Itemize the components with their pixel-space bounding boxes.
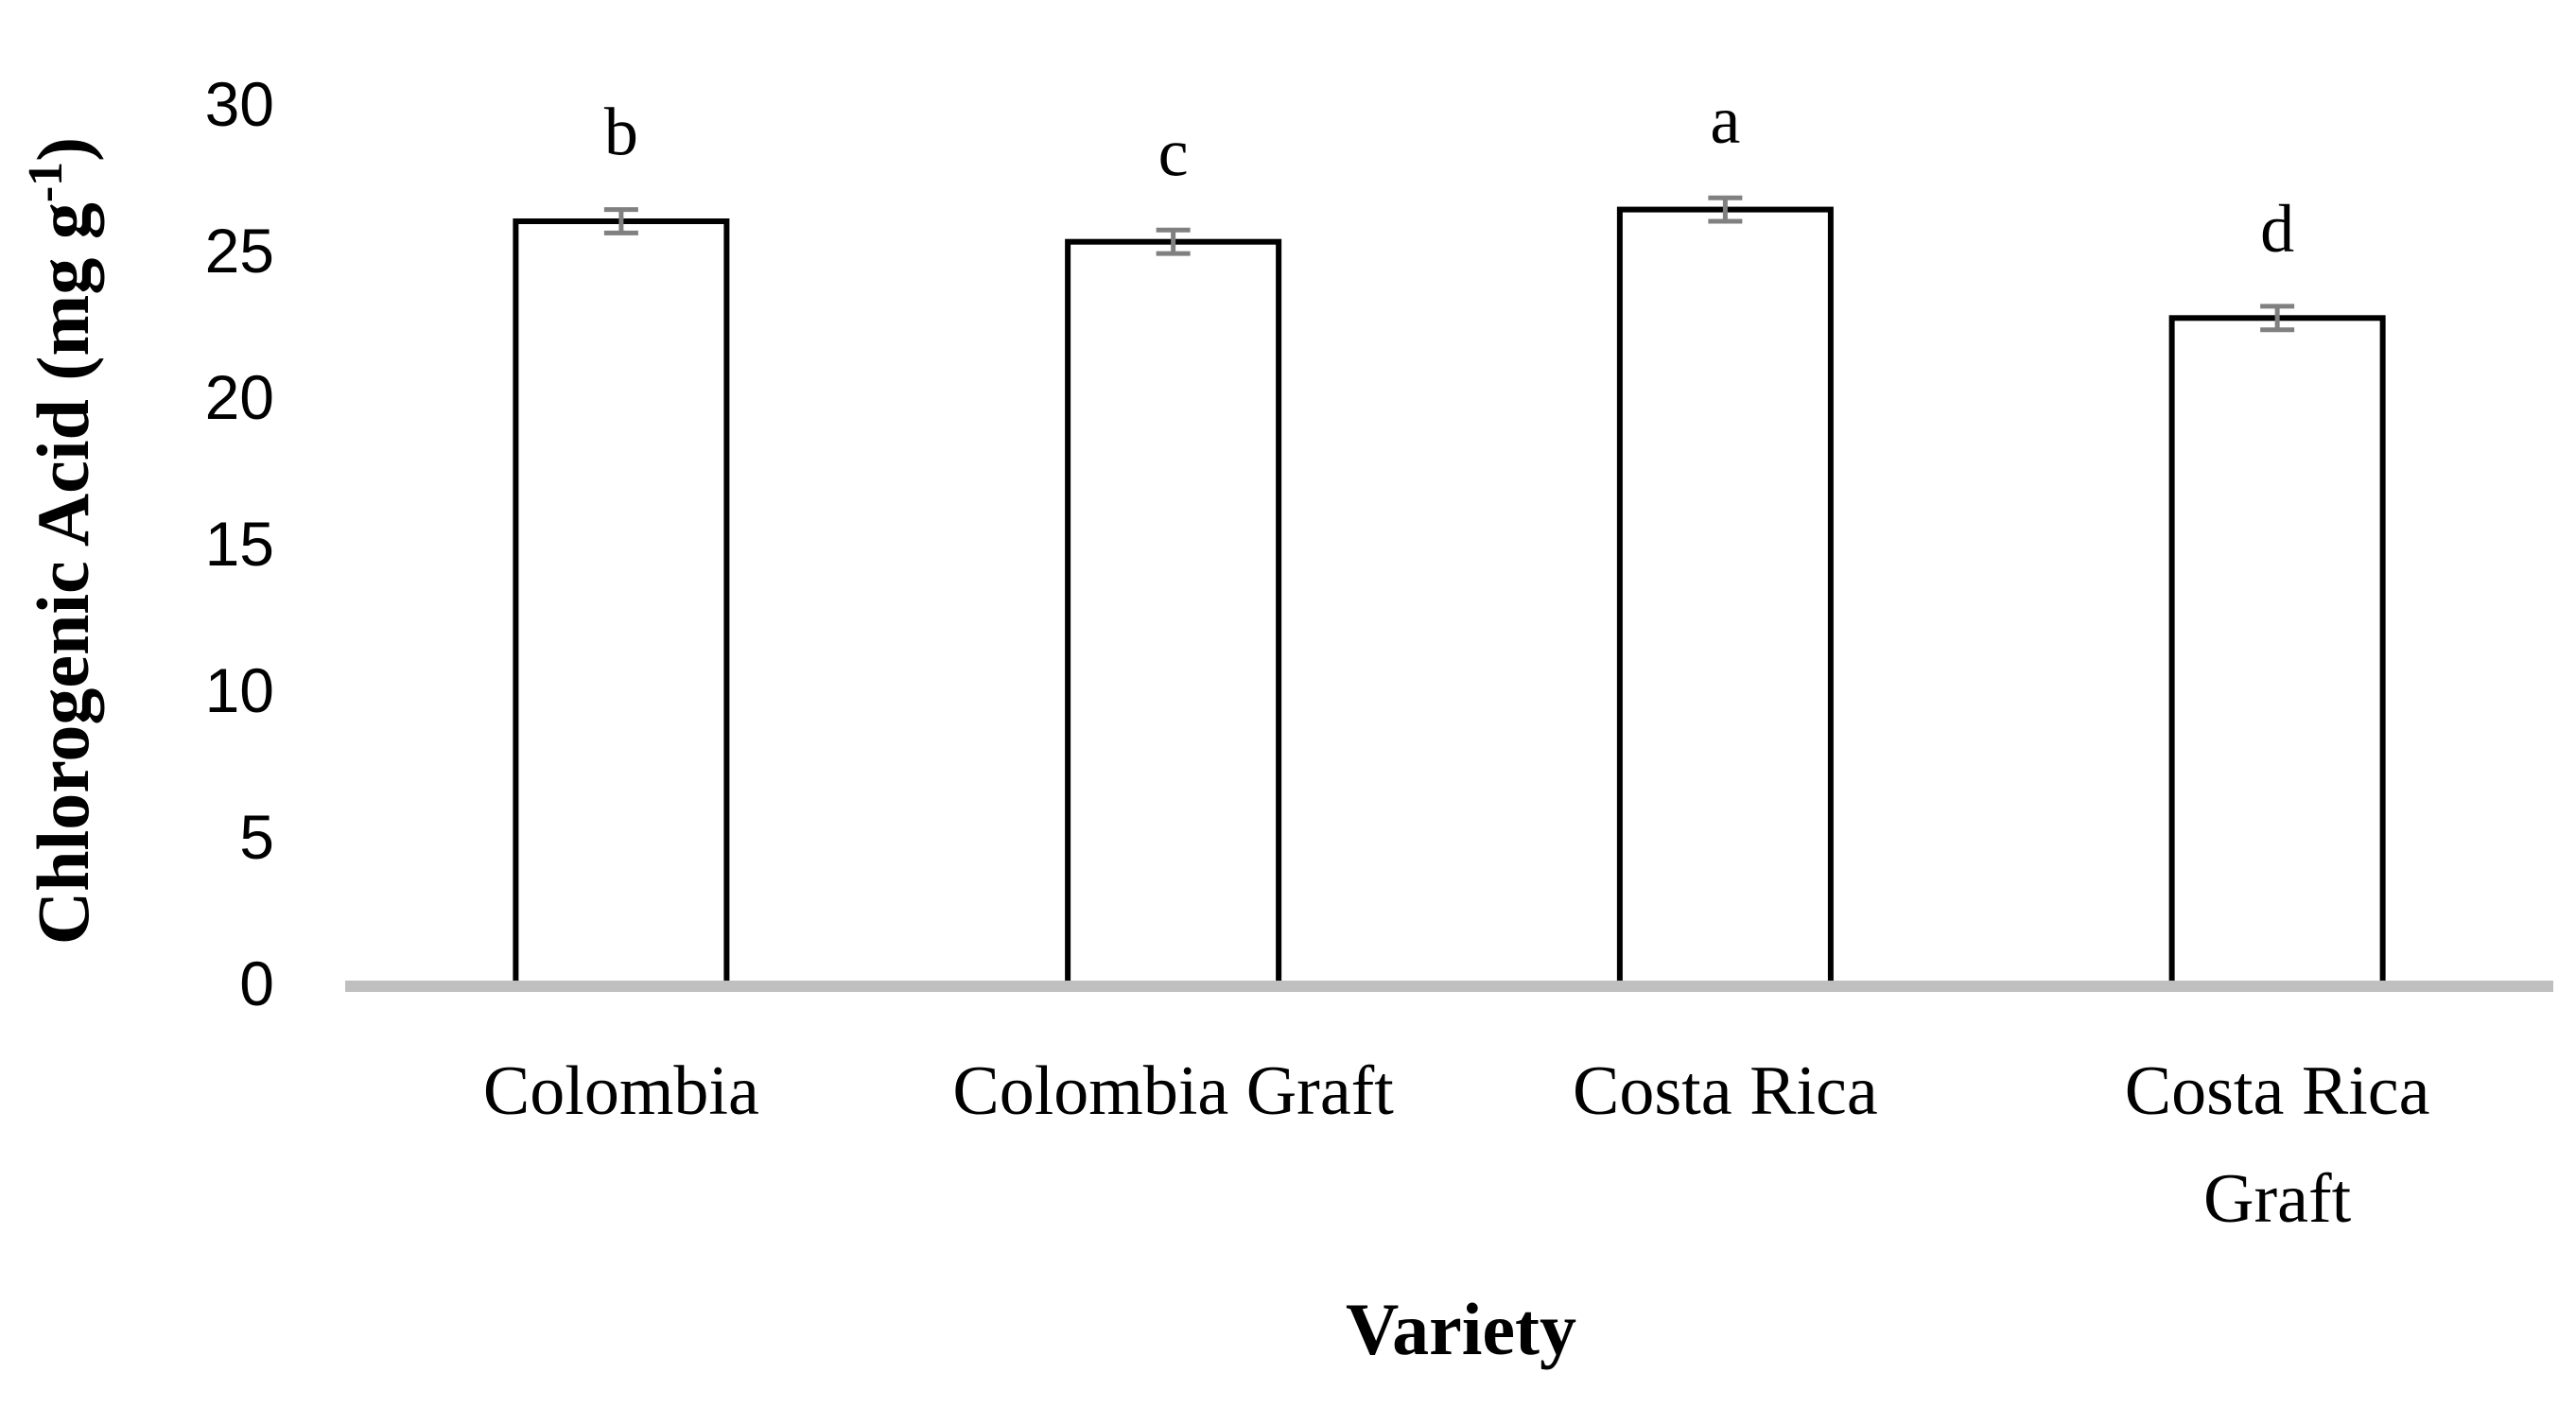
y-tick-label: 25: [205, 216, 274, 286]
x-tick-label: Colombia Graft: [952, 1052, 1394, 1130]
x-tick-label: Graft: [2203, 1160, 2352, 1238]
x-axis-labels: Colombia Colombia Graft Costa Rica Costa Ri…: [483, 1052, 2430, 1238]
significance-label: d: [2260, 191, 2294, 267]
significance-label: c: [1158, 114, 1189, 190]
y-axis-title: Chlorogenic Acid (mg g-1): [19, 137, 105, 945]
error-bar: [603, 207, 638, 235]
error-bars-group: [603, 195, 2295, 333]
y-tick-label: 0: [239, 948, 274, 1018]
bars-group: [513, 206, 2386, 987]
y-axis-title-suffix: ): [22, 137, 104, 162]
x-tick-label: Costa Rica: [1573, 1052, 1878, 1130]
significance-label: b: [604, 95, 638, 170]
error-bar: [2260, 304, 2295, 333]
error-bar: [1708, 195, 1743, 224]
y-tick-label: 30: [205, 69, 274, 139]
error-bar: [1156, 227, 1191, 256]
bar: [2168, 315, 2386, 986]
bar: [1065, 238, 1282, 986]
significance-label: a: [1710, 82, 1740, 158]
y-tick-label: 10: [205, 655, 274, 725]
y-axis-title-superscript: -1: [19, 162, 73, 202]
y-axis-title-main: Chlorogenic Acid (mg g: [22, 202, 104, 945]
y-tick-label: 15: [205, 509, 274, 579]
x-axis-title: Variety: [1346, 1288, 1576, 1370]
y-tick-label: 5: [239, 802, 274, 872]
bar: [513, 218, 730, 986]
bar: [1616, 206, 1834, 987]
y-tick-label: 20: [205, 362, 274, 432]
x-tick-label: Costa Rica: [2125, 1052, 2430, 1130]
significance-labels-group: b c a d: [604, 82, 2294, 267]
y-axis-ticks: 0 5 10 15 20 25 30: [205, 69, 274, 1018]
x-tick-label: Colombia: [483, 1052, 759, 1130]
